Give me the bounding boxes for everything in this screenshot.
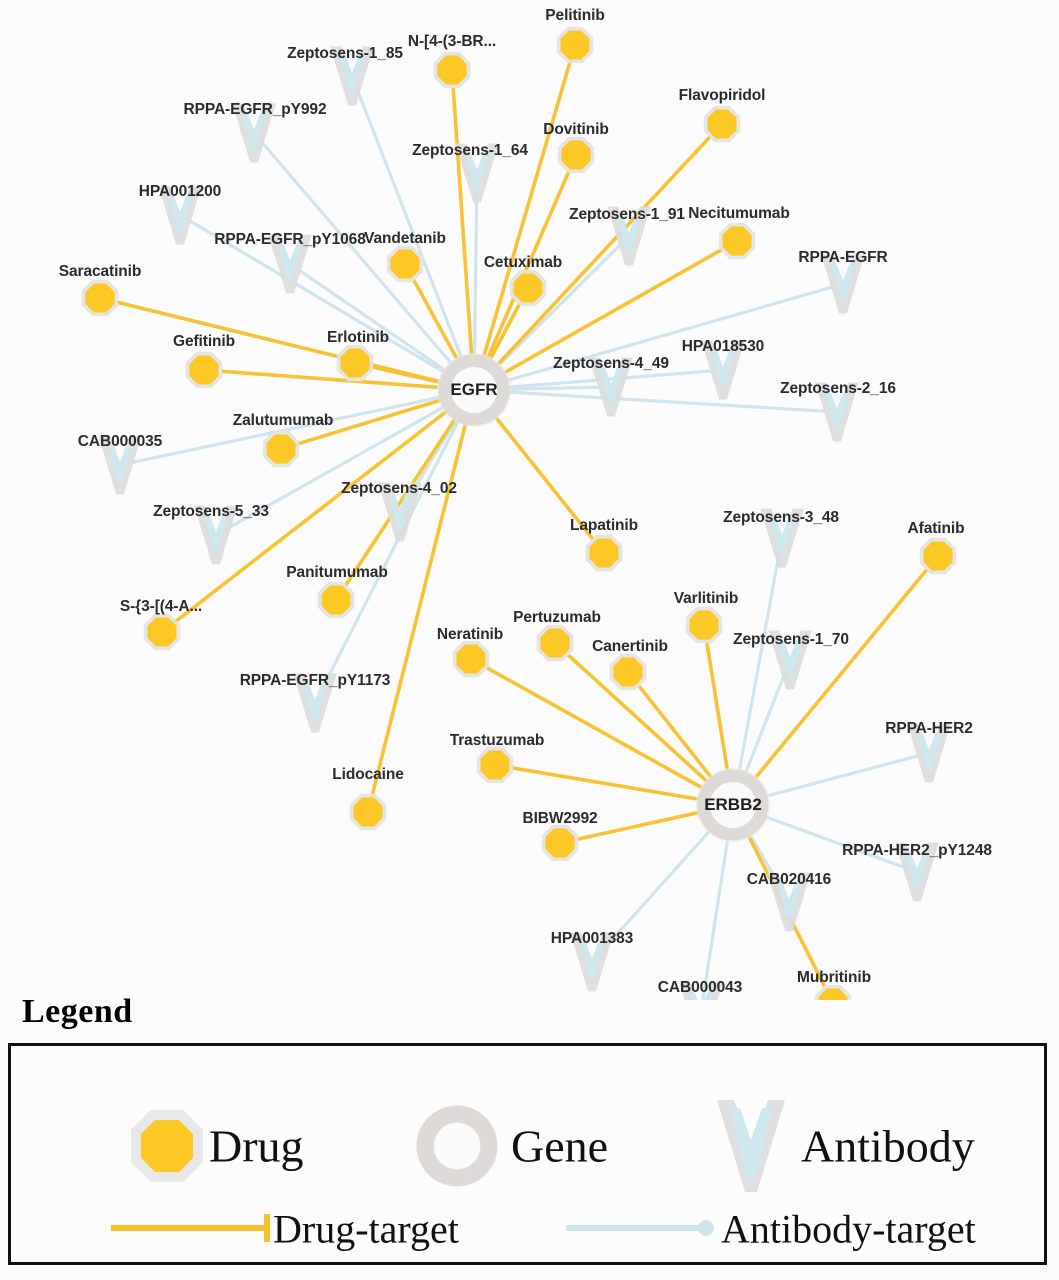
legend-antibody-icon [717, 1100, 785, 1192]
gene-label: EGFR [450, 380, 498, 399]
edge-antibody-target [495, 285, 833, 388]
edge-drug-target [486, 407, 598, 545]
legend-label-drug-target: Drug-target [273, 1206, 459, 1252]
edge-antibody-target [738, 670, 787, 784]
edge-drug-target [494, 245, 728, 382]
edge-antibody-target [599, 820, 720, 954]
legend-drug-icon [131, 1110, 203, 1182]
antibody-node[interactable] [158, 185, 202, 245]
antibody-node[interactable] [679, 982, 723, 1000]
edge-antibody-target [355, 86, 469, 369]
edge-drug-target [487, 131, 715, 375]
drug-node[interactable] [703, 105, 741, 143]
antibody-node[interactable] [768, 630, 812, 690]
antibody-node[interactable] [821, 254, 865, 314]
drug-node[interactable] [452, 640, 490, 678]
legend-label-gene: Gene [511, 1120, 609, 1172]
gene-label: ERBB2 [704, 795, 762, 814]
drug-node[interactable] [919, 537, 957, 575]
gene-node[interactable] [437, 353, 511, 427]
antibody-node[interactable] [570, 932, 614, 992]
legend-antibody-target-edge [566, 1220, 714, 1236]
drug-node[interactable] [536, 624, 574, 662]
edge-drug-target [570, 805, 709, 843]
antibody-node[interactable] [760, 508, 804, 568]
drug-node[interactable] [509, 269, 547, 307]
drug-node[interactable] [386, 245, 424, 283]
drug-node[interactable] [336, 344, 374, 382]
antibody-node[interactable] [455, 143, 499, 203]
drug-node[interactable] [557, 136, 595, 174]
antibody-node[interactable] [895, 842, 939, 902]
antibody-node[interactable] [378, 482, 422, 542]
drug-node[interactable] [143, 613, 181, 651]
drug-node[interactable] [476, 746, 514, 784]
nodes-layer [81, 26, 957, 1000]
edge-antibody-target [496, 386, 826, 413]
edge-drug-target [476, 55, 574, 367]
drug-node[interactable] [718, 222, 756, 260]
edge-drug-target [634, 680, 722, 788]
edge-drug-target [480, 663, 713, 798]
edge-antibody-target [755, 754, 919, 803]
drug-node[interactable] [685, 606, 723, 644]
drug-node[interactable] [556, 26, 594, 64]
edges-layer [110, 55, 932, 1000]
edge-antibody-target [189, 220, 455, 381]
drug-node[interactable] [585, 534, 623, 572]
legend-label-antibody: Antibody [801, 1120, 975, 1172]
edge-drug-target [745, 564, 932, 789]
drug-node[interactable] [541, 824, 579, 862]
drug-node[interactable] [317, 581, 355, 619]
gene-node[interactable] [696, 768, 770, 842]
drug-node[interactable] [185, 351, 223, 389]
antibody-node[interactable] [194, 505, 238, 565]
legend-drug-target-edge [111, 1214, 270, 1242]
drug-node[interactable] [81, 279, 119, 317]
antibody-node[interactable] [330, 46, 374, 106]
antibody-node[interactable] [701, 340, 745, 400]
edge-antibody-target [701, 827, 734, 1000]
antibody-node[interactable] [767, 872, 811, 932]
legend-title: Legend [22, 993, 133, 1030]
antibody-node[interactable] [815, 382, 859, 442]
edge-antibody-target [754, 809, 907, 870]
drug-node[interactable] [262, 430, 300, 468]
network-canvas [81, 26, 957, 1000]
antibody-node[interactable] [907, 723, 951, 783]
drug-node[interactable] [814, 984, 852, 1000]
antibody-node[interactable] [589, 357, 633, 417]
drug-node[interactable] [609, 653, 647, 691]
legend-box: Drug Gene Antibody Drug-target Antibody-… [8, 1043, 1047, 1265]
antibody-node[interactable] [98, 435, 142, 495]
antibody-node[interactable] [232, 103, 276, 163]
legend-graphics [111, 1100, 785, 1242]
legend-label-drug: Drug [209, 1120, 304, 1172]
antibody-node[interactable] [607, 206, 651, 266]
legend-label-antibody-target: Antibody-target [721, 1206, 976, 1252]
antibody-node[interactable] [268, 234, 312, 294]
legend-gene-icon [416, 1105, 498, 1187]
antibody-node[interactable] [293, 673, 337, 733]
drug-node[interactable] [433, 51, 471, 89]
drug-node[interactable] [349, 793, 387, 831]
edge-drug-target [704, 636, 735, 781]
